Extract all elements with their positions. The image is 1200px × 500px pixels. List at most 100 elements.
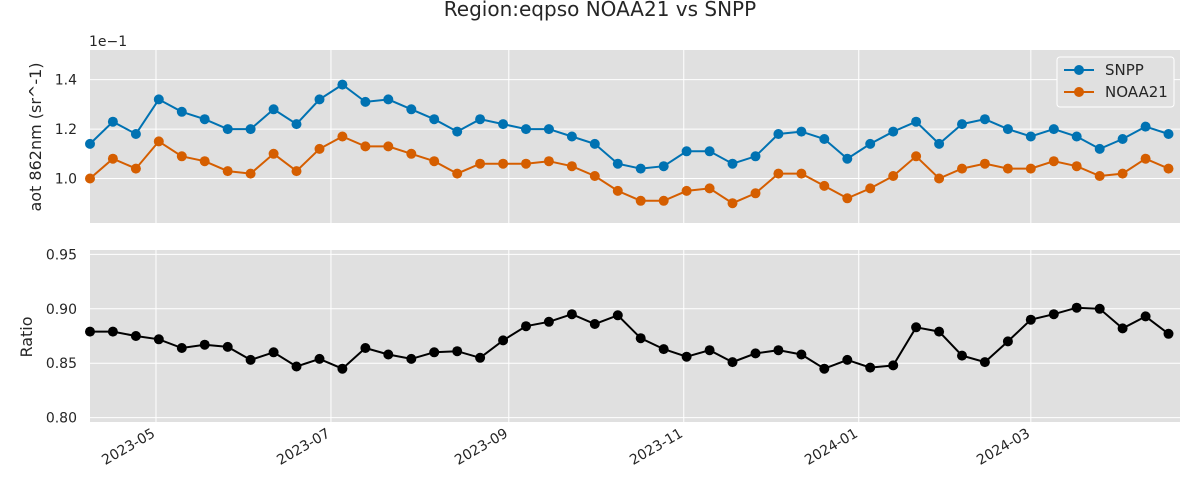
top-series-point-1 [819,180,830,191]
bottom-series-point-0 [85,326,95,337]
top-series-point-1 [222,166,233,177]
bottom-series-point-0 [337,363,348,374]
top-series-point-0 [1071,131,1082,142]
bottom-series-point-0 [750,348,761,359]
bottom-series-point-0 [589,319,600,329]
top-series-point-0 [245,124,256,135]
bottom-series-point-0 [888,360,899,371]
top-y-axis-label: aot 862nm (sr^-1) [26,62,45,211]
bottom-series-point-0 [727,357,738,368]
top-series-point-0 [934,138,945,149]
top-series-point-1 [1071,161,1082,172]
bottom-series-point-0 [107,326,118,337]
top-series-point-1 [452,168,463,179]
bottom-series-point-0 [658,344,669,355]
top-series-point-0 [589,138,600,149]
top-series-point-0 [911,116,922,127]
top-series-point-0 [498,119,509,130]
top-series-point-1 [1094,171,1105,181]
chart-title: Region:eqpso NOAA21 vs SNPP [444,0,756,21]
top-series-point-0 [1025,131,1036,142]
top-series-point-1 [199,156,210,167]
top-series-point-1 [911,151,922,162]
bottom-series-point-0 [566,309,577,320]
x-tick-label: 2023-05 [99,426,158,469]
top-grid [90,50,1180,223]
top-series-point-0 [130,129,141,139]
top-series-point-1 [635,195,646,206]
top-series-point-0 [521,124,531,135]
bottom-series-point-0 [1025,314,1036,325]
top-series-point-0 [957,119,967,130]
top-series-point-0 [222,124,233,135]
top-series-point-0 [865,138,876,149]
top-series-point-0 [85,138,95,149]
bottom-series-point-0 [1163,328,1174,339]
bottom-series-point-0 [773,345,784,356]
top-series-point-0 [704,146,715,157]
bottom-series-point-0 [1140,311,1151,322]
bottom-y-tick-label: 0.95 [46,247,77,263]
bottom-series-point-0 [1071,302,1082,313]
top-series-point-1 [337,131,348,142]
top-series-point-0 [406,104,417,115]
top-series-point-0 [429,114,440,125]
top-series-point-1 [888,171,899,181]
top-series-point-0 [1002,124,1013,135]
bottom-y-tick-label: 0.85 [46,356,77,372]
top-series-point-0 [107,116,118,127]
bottom-y-tick-label: 0.80 [46,411,77,427]
top-series-point-0 [337,79,348,90]
bottom-series-point-0 [268,347,279,358]
top-series-point-1 [1163,163,1174,174]
bottom-series-point-0 [222,341,233,352]
bottom-series-point-0 [475,352,486,363]
top-series-point-0 [291,119,302,130]
top-series-point-1 [176,151,187,162]
top-series-point-0 [176,106,187,117]
top-series-point-0 [543,124,554,135]
top-series-point-1 [727,198,738,209]
bottom-series-point-0 [130,331,141,341]
top-series-point-1 [429,156,440,167]
top-series-point-0 [475,114,486,125]
top-series-point-0 [314,94,325,105]
top-y-ticks: 1.0 1.2 1.4 [55,73,77,188]
bottom-series-point-0 [314,353,325,364]
x-tick-label: 2023-09 [452,426,511,469]
bottom-series-point-0 [796,349,807,360]
bottom-series-point-0 [291,361,302,372]
top-series [85,79,1174,209]
bottom-series-point-0 [153,334,164,345]
bottom-series-point-0 [819,363,830,374]
bottom-series-point-0 [957,350,967,361]
top-series-point-1 [107,153,118,164]
top-series-point-0 [1117,134,1128,144]
top-series-point-0 [819,134,830,144]
bottom-series-point-0 [934,326,945,337]
top-series-point-1 [865,183,876,194]
x-tick-label: 2023-07 [274,426,333,469]
bottom-series-point-0 [498,335,509,346]
top-series-point-1 [521,158,531,169]
top-series-point-0 [635,163,646,174]
top-y-tick-label: 1.2 [55,122,77,138]
top-series-point-1 [566,161,577,172]
bottom-series-point-0 [452,346,463,357]
bottom-plot-area [90,250,1180,422]
bottom-series-point-0 [911,322,922,333]
top-plot-area [90,50,1180,223]
top-series-point-0 [199,114,210,125]
bottom-series-point-0 [383,349,394,360]
legend-marker-snpp [1074,65,1084,75]
top-series-point-0 [888,126,899,137]
top-series-point-0 [268,104,279,115]
top-series-point-0 [842,153,853,164]
top-series-point-1 [842,193,853,204]
top-series-point-0 [658,161,669,172]
bottom-series-point-0 [360,343,371,353]
top-series-point-1 [1025,163,1036,174]
top-series-point-1 [543,156,554,167]
top-series-point-1 [934,173,945,184]
bottom-series-point-0 [704,345,715,356]
